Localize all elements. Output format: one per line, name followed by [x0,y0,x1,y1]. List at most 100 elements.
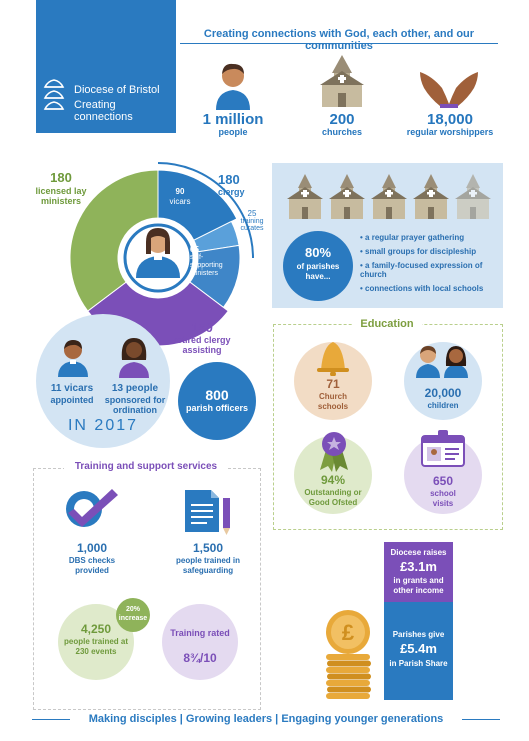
parishes-give-panel [384,602,453,700]
church-icon [329,174,365,219]
bullet-item: • connections with local schools [360,284,484,293]
safeguarding-label: people trained in safeguarding [175,556,240,575]
year-2017-label: IN 2017 [67,417,139,434]
trained-label: people trained at 230 events [64,637,129,656]
clergy-label: clergy [218,187,245,197]
rating-value: 8¾/10 [183,651,217,665]
donut-clergy-arc [157,162,254,259]
praying-hands-icon [420,72,478,108]
parish-officers-label: parish officers [185,403,249,413]
increase-label: increase [118,615,148,622]
brand-tagline: Creating connections [74,99,133,123]
coin [327,673,371,680]
coin [327,686,371,693]
bullet-item: • a regular prayer gathering [360,233,465,242]
footer-text: Making disciples | Growing leaders | Eng… [88,713,444,725]
bell-icon [317,342,349,376]
rating-circle [162,604,238,680]
safeguarding-value: 1,500 [192,541,224,555]
tagline-divider [180,43,498,44]
ofsted-label: Outstanding or Good Ofsted [304,488,362,507]
worshippers-label: regular worshippers [406,127,494,137]
curates-value: 25 [247,209,257,218]
church-icon [455,174,491,219]
parishes-label: of parishes have... [296,262,340,281]
vicars-label: vicars [169,197,191,206]
retired-label: retired clergy assisting [173,335,231,355]
lay-ministers-value: 180 [50,170,72,185]
parishes-bullets: • a regular prayer gathering • small gro… [360,233,500,293]
church-icon [371,174,407,219]
children-label: children [427,401,459,410]
schools-label: Church schools [317,392,349,411]
footer-rule-left [32,719,70,720]
dbs-label: DBS checks provided [68,556,116,575]
population-label: people [218,127,248,137]
rosette-icon [320,432,348,472]
id-badge-icon [421,430,465,467]
coin [326,654,370,660]
minister-avatar-icon [136,228,180,278]
ofsted-value: 94% [320,473,346,487]
header-tagline: Creating connections with God, each othe… [203,28,475,52]
sponsored-value: 13 people [111,383,159,394]
vicars-appointed-value: 11 vicars [50,383,94,394]
sponsored-label: sponsored for ordination [104,395,166,415]
self-supporting-label: self-supporting ministers [190,254,223,277]
parishes-give-top: Parishes give [392,630,445,639]
churches-row-icon [287,174,491,219]
clergy-value: 180 [218,172,240,187]
population-value: 1 million [202,111,264,128]
vicars-appointed-label: appointed [50,395,94,405]
children-value: 20,000 [424,386,462,400]
coin-stack-icon: £ [326,610,371,699]
logo-panel: Diocese of Bristol Creating connections [36,0,176,133]
education-title: Education [352,318,422,330]
mitre-logo-icon [43,79,65,110]
increase-circle [116,598,150,632]
parishes-percent: 80% [304,245,332,260]
donut-vicars [157,169,238,241]
diocese-raises-value: £3.1m [400,559,437,574]
vicars-value: 90 [175,187,185,196]
person-icon [216,63,250,110]
coin [326,680,370,686]
lay-ministers-label: licensed lay ministers [35,186,87,206]
footer-rule-right [462,719,500,720]
visits-value: 650 [432,474,454,488]
ministers-donut-chart [69,169,241,347]
sponsored-person-icon [119,338,149,378]
rating-label: Training rated [170,628,230,638]
diocese-raises-panel [384,542,453,602]
parish-officers-circle [178,362,256,440]
coin [326,693,370,699]
parish-officers-value: 800 [205,387,229,403]
parishes-circle [283,231,353,301]
bullet-item: • small groups for discipleship [360,247,477,256]
retired-value: 150 [191,320,213,335]
children-icon [416,346,468,378]
church-icon [287,174,323,219]
churches-value: 200 [329,111,355,128]
document-pen-icon [185,490,230,535]
parishes-give-value: £5.4m [400,641,437,656]
diocese-raises-bottom: in grants and other income [393,576,444,595]
schools-value: 71 [326,377,340,391]
svg-text:£: £ [342,620,355,645]
parishes-give-bottom: in Parish Share [389,659,448,668]
brand-name: Diocese of Bristol [74,84,160,96]
church-icon [413,174,449,219]
visits-label: school visits [430,489,456,508]
children-circle [404,342,482,420]
worshippers-value: 18,000 [427,111,473,128]
trained-value: 4,250 [80,622,112,636]
coin [326,667,370,673]
diocese-raises-top: Diocese raises [390,548,447,557]
coin [327,660,371,667]
year-2017-circle [36,314,170,448]
checkmark-icon [66,489,118,527]
church-icon [320,55,364,107]
dbs-value: 1,000 [76,541,108,555]
curates-label: training curates [240,218,264,232]
self-supporting-value: 65 [190,245,199,254]
